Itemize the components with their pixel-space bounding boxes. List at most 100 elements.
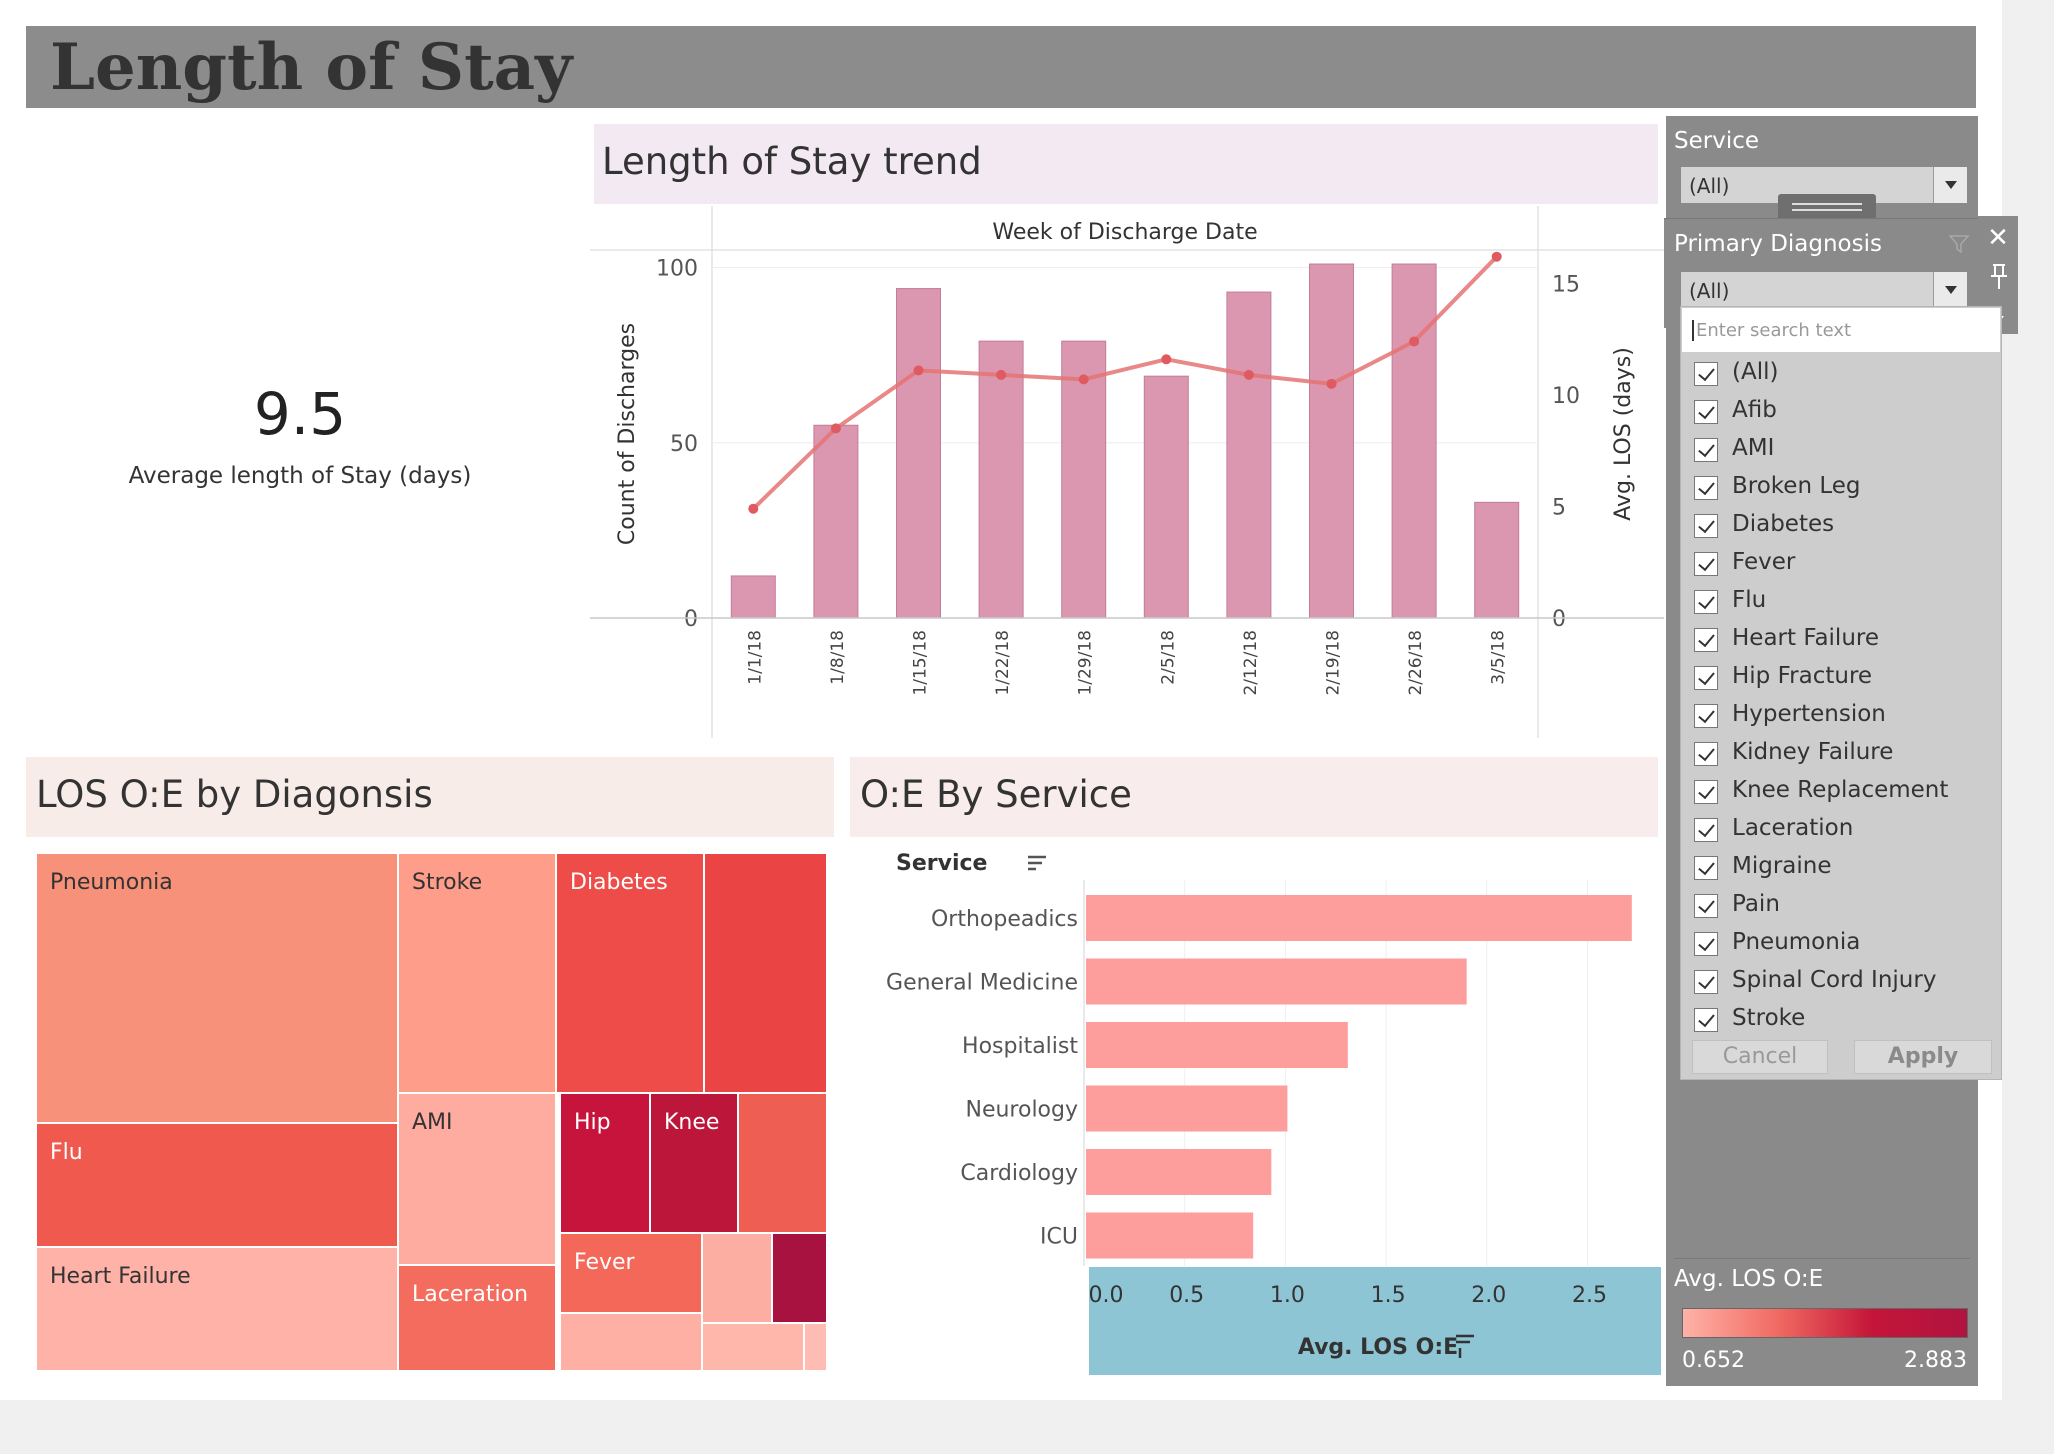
diagnosis-option-label: Stroke <box>1732 1005 1806 1031</box>
primary-diagnosis-dropdown-value: (All) <box>1689 279 1730 303</box>
diagnosis-option[interactable]: Spinal Cord Injury <box>1694 964 1994 1000</box>
x-tick-label: 2.5 <box>1572 1283 1607 1308</box>
sort-icon <box>1456 1334 1474 1358</box>
apply-button[interactable]: Apply <box>1854 1040 1992 1074</box>
checkbox[interactable] <box>1694 894 1718 918</box>
checkbox[interactable] <box>1694 818 1718 842</box>
diagnosis-title-bar: LOS O:E by Diagonsis <box>26 757 834 837</box>
diagnosis-option[interactable]: Pain <box>1694 888 1994 924</box>
diagnosis-option-label: Broken Leg <box>1732 473 1861 499</box>
chevron-down-icon[interactable] <box>1933 167 1967 203</box>
service-dropdown[interactable]: (All) <box>1680 166 1968 204</box>
y2-axis-title: Avg. LOS (days) <box>1611 347 1636 521</box>
y-tick-label: 100 <box>656 257 698 282</box>
y2-tick-label: 5 <box>1552 495 1566 520</box>
treemap-cell <box>397 1264 557 1371</box>
diagnosis-option[interactable]: (All) <box>1694 356 1994 392</box>
primary-diagnosis-dropdown[interactable]: (All) <box>1680 271 1968 309</box>
treemap-cell <box>649 1092 739 1234</box>
treemap-cell <box>703 853 827 1094</box>
avg-los-point <box>996 369 1007 380</box>
divider <box>1674 1258 1970 1259</box>
checkbox[interactable] <box>1694 514 1718 538</box>
avg-los-point <box>1078 374 1089 385</box>
page-header: Length of Stay <box>26 26 1976 108</box>
checkbox[interactable] <box>1694 628 1718 652</box>
diagnosis-option-label: Flu <box>1732 587 1767 613</box>
discharge-bar <box>730 575 776 619</box>
diagnosis-option[interactable]: Stroke <box>1694 1002 1994 1038</box>
checkbox[interactable] <box>1694 438 1718 462</box>
diagnosis-option[interactable]: Knee Replacement <box>1694 774 1994 810</box>
diagnosis-option[interactable]: Fever <box>1694 546 1994 582</box>
diagnosis-option-label: Knee Replacement <box>1732 777 1949 803</box>
diagnosis-option[interactable]: Laceration <box>1694 812 1994 848</box>
checkbox[interactable] <box>1694 666 1718 690</box>
checkbox[interactable] <box>1694 552 1718 576</box>
diagnosis-option[interactable]: Heart Failure <box>1694 622 1994 658</box>
treemap-cell <box>397 1092 557 1266</box>
funnel-icon[interactable] <box>1948 233 1970 255</box>
diagnosis-option-label: Pneumonia <box>1732 929 1861 955</box>
avg-los-point <box>830 423 841 434</box>
diagnosis-option[interactable]: Pneumonia <box>1694 926 1994 962</box>
treemap-label: AMI <box>412 1110 453 1135</box>
diagnosis-option-label: Hip Fracture <box>1732 663 1873 689</box>
diagnosis-option[interactable]: Hypertension <box>1694 698 1994 734</box>
discharge-bar <box>978 340 1024 619</box>
treemap-label: Hip <box>574 1110 611 1135</box>
checkbox[interactable] <box>1694 1008 1718 1032</box>
diagnosis-option[interactable]: AMI <box>1694 432 1994 468</box>
service-chart: 0.0 0.5 1.0 1.5 2.0 2.5 Service Avg. LOS O:E Ort… <box>886 851 1661 1375</box>
service-bar <box>1086 1212 1254 1259</box>
service-bar <box>1086 1085 1288 1132</box>
page-title: Length of Stay <box>50 30 573 105</box>
cancel-button[interactable]: Cancel <box>1692 1040 1828 1074</box>
service-label: Hospitalist <box>962 1034 1078 1059</box>
checkbox[interactable] <box>1694 970 1718 994</box>
y2-tick-label: 15 <box>1552 272 1580 297</box>
x-tick-label: 2.0 <box>1471 1283 1506 1308</box>
diagnosis-option-label: Afib <box>1732 397 1777 423</box>
checkbox[interactable] <box>1694 590 1718 614</box>
checkbox[interactable] <box>1694 932 1718 956</box>
discharge-bar <box>813 424 859 619</box>
x-tick-label: 1/8/18 <box>828 630 848 685</box>
diagnosis-option[interactable]: Broken Leg <box>1694 470 1994 506</box>
diagnosis-option[interactable]: Flu <box>1694 584 1994 620</box>
discharge-bar <box>1061 340 1107 619</box>
diagnosis-option[interactable]: Hip Fracture <box>1694 660 1994 696</box>
checkbox[interactable] <box>1694 362 1718 386</box>
diagnosis-option[interactable]: Kidney Failure <box>1694 736 1994 772</box>
y-tick-label: 50 <box>670 432 698 457</box>
x-tick-label: 1.5 <box>1371 1283 1406 1308</box>
checkbox[interactable] <box>1694 856 1718 880</box>
diagnosis-option[interactable]: Afib <box>1694 394 1994 430</box>
checkbox[interactable] <box>1694 476 1718 500</box>
x-tick-label: 2/5/18 <box>1158 630 1178 685</box>
x-tick-label: 1/29/18 <box>1076 630 1096 696</box>
avg-los-point <box>1326 378 1337 389</box>
checkbox[interactable] <box>1694 780 1718 804</box>
kpi-label: Average length of Stay (days) <box>128 463 472 489</box>
checkbox[interactable] <box>1694 742 1718 766</box>
treemap-cell <box>803 1322 827 1371</box>
checkbox[interactable] <box>1694 704 1718 728</box>
treemap-label: Pneumonia <box>50 870 173 895</box>
service-bar <box>1086 895 1632 941</box>
diagnosis-option[interactable]: Diabetes <box>1694 508 1994 544</box>
pin-icon[interactable] <box>1988 262 2010 292</box>
diagnosis-option-label: Pain <box>1732 891 1780 917</box>
search-input[interactable]: Enter search text <box>1682 308 2000 352</box>
close-icon[interactable]: ✕ <box>1987 223 2009 253</box>
service-label: Cardiology <box>960 1161 1078 1186</box>
service-bar <box>1086 1022 1348 1068</box>
discharge-bar <box>1391 263 1437 619</box>
legend-label: Avg. LOS O:E <box>1674 1266 1824 1292</box>
discharge-bar <box>1226 291 1272 619</box>
checkbox[interactable] <box>1694 400 1718 424</box>
diagnosis-option[interactable]: Migraine <box>1694 850 1994 886</box>
service-label: General Medicine <box>886 971 1078 996</box>
x-tick-label: 2/26/18 <box>1406 630 1426 696</box>
chevron-down-icon[interactable] <box>1933 272 1967 308</box>
